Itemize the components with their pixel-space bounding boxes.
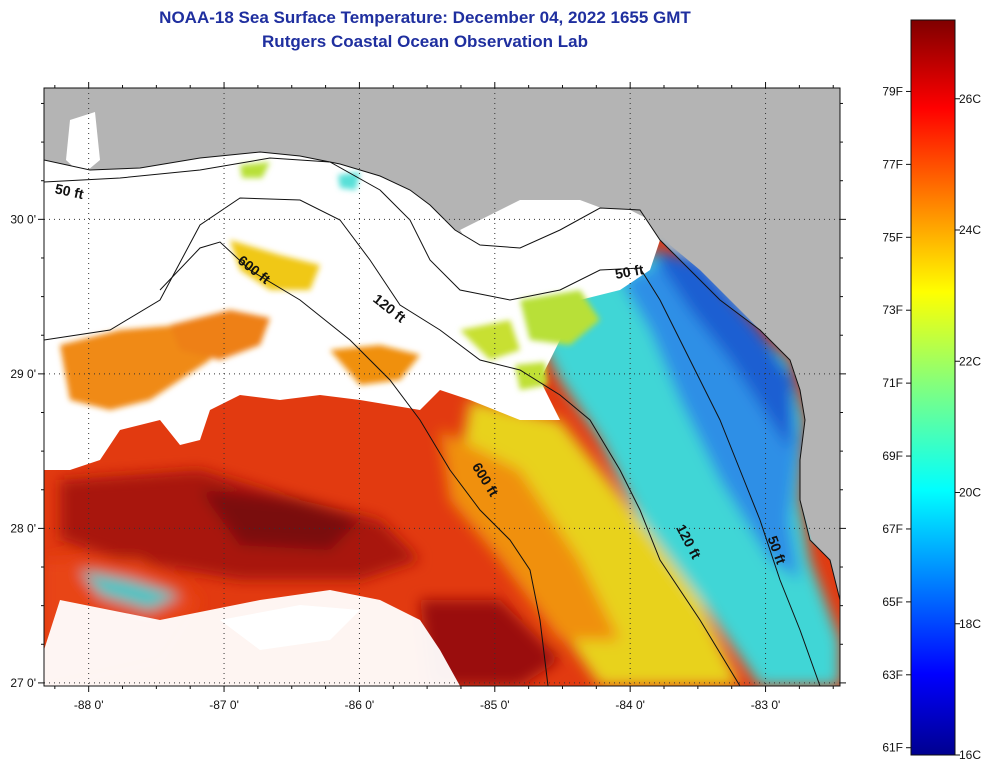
colorbar-c-label-5: 16C — [959, 748, 981, 762]
cloud-mask — [44, 90, 660, 686]
lat-tick-label-3: 27 0' — [10, 676, 36, 690]
lat-tick-label-0: 30 0' — [10, 212, 36, 226]
colorbar-f-label-9: 61F — [882, 741, 903, 755]
colorbar-c-label-3: 20C — [959, 486, 981, 500]
colorbar-f-label-0: 79F — [882, 84, 903, 98]
page-subtitle: Rutgers Coastal Ocean Observation Lab — [262, 32, 588, 51]
plot-frame — [43, 87, 841, 687]
lon-tick-label-3: -85 0' — [480, 698, 510, 712]
isobath-label-3: 50 ft — [614, 261, 645, 282]
page-title: NOAA-18 Sea Surface Temperature: Decembe… — [159, 8, 691, 27]
colorbar-f-label-1: 77F — [882, 157, 903, 171]
colorbar-f-label-5: 69F — [882, 449, 903, 463]
lon-tick-label-2: -86 0' — [345, 698, 375, 712]
lat-tick-label-1: 29 0' — [10, 367, 36, 381]
colorbar-f-label-2: 75F — [882, 230, 903, 244]
colorbar-f-label-6: 67F — [882, 522, 903, 536]
colorbar-f-label-3: 73F — [882, 303, 903, 317]
lon-tick-label-1: -87 0' — [209, 698, 239, 712]
colorbar-c-label-4: 18C — [959, 617, 981, 631]
lon-tick-label-0: -88 0' — [74, 698, 104, 712]
colorbar-c-label-0: 26C — [959, 92, 981, 106]
lon-tick-label-5: -83 0' — [751, 698, 781, 712]
colorbar-f-label-4: 71F — [882, 376, 903, 390]
lon-tick-label-4: -84 0' — [615, 698, 645, 712]
axis-ticks: -88 0' -87 0' -86 0' -85 0' -84 0' -83 0' 30 0… — [10, 82, 846, 712]
isobath-label-0: 50 ft — [54, 180, 86, 202]
isobath-50ft — [44, 157, 821, 686]
colorbar-c-label-2: 22C — [959, 354, 981, 368]
colorbar-gradient — [910, 19, 956, 756]
isobath-600ft — [159, 241, 549, 686]
colorbar-f-label-7: 65F — [882, 595, 903, 609]
colorbar-f-label-8: 63F — [882, 668, 903, 682]
isobath-120ft — [44, 197, 741, 686]
colorbar-c-label-1: 24C — [959, 223, 981, 237]
lat-tick-label-2: 28 0' — [10, 521, 36, 535]
